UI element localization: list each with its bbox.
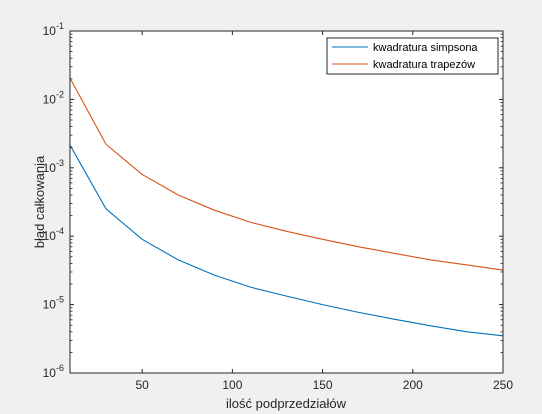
x-tick-label-3: 200 <box>403 378 423 392</box>
y-tick-label-5: 10-1 <box>43 21 64 38</box>
axes <box>69 30 504 374</box>
x-axis-label: ilość podprzedziałów <box>226 396 347 411</box>
y-tick-label-4: 10-2 <box>43 89 64 106</box>
series-line-1 <box>69 77 504 271</box>
x-tick-label-4: 250 <box>493 378 513 392</box>
y-tick-label-2: 10-4 <box>43 226 64 243</box>
legend-box <box>326 37 499 75</box>
series-line-0 <box>69 144 504 337</box>
legend: kwadratura simpsona kwadratura trapezów <box>326 37 499 75</box>
y-tick-label-3: 10-3 <box>43 158 64 175</box>
x-tick-label-0: 50 <box>135 378 149 392</box>
legend-label-trapezow: kwadratura trapezów <box>373 59 475 71</box>
y-tick-label-1: 10-5 <box>43 295 64 312</box>
x-tick-label-2: 150 <box>313 378 333 392</box>
legend-label-simpsona: kwadratura simpsona <box>373 42 478 54</box>
axes-box <box>69 30 504 374</box>
y-axis-ticks: 10-6 10-5 10-4 10-3 10-2 10-1 <box>43 21 503 380</box>
plot-area <box>70 31 503 373</box>
series-layer <box>69 77 504 337</box>
x-tick-label-1: 100 <box>222 378 242 392</box>
y-tick-label-0: 10-6 <box>43 363 64 380</box>
x-axis-ticks: 50 100 150 200 250 <box>135 31 513 392</box>
y-axis-label: błąd całkowania <box>32 155 47 248</box>
